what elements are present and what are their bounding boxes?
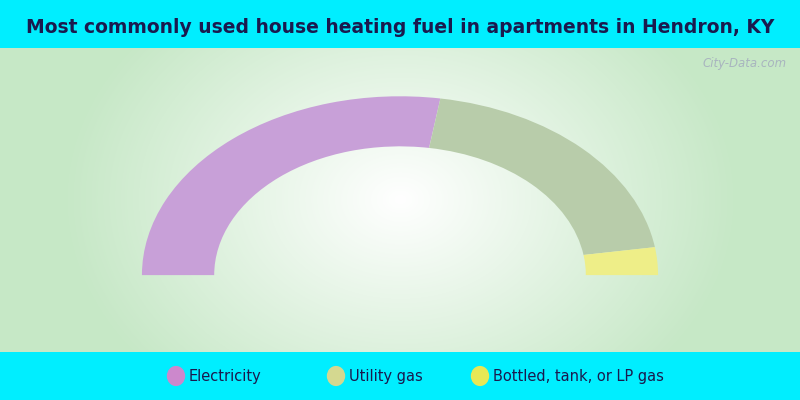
Text: City-Data.com: City-Data.com <box>703 57 787 70</box>
Wedge shape <box>583 247 658 275</box>
Ellipse shape <box>470 366 490 386</box>
Text: Electricity: Electricity <box>189 368 262 384</box>
Ellipse shape <box>167 366 185 386</box>
Text: Bottled, tank, or LP gas: Bottled, tank, or LP gas <box>493 368 664 384</box>
Text: Utility gas: Utility gas <box>349 368 422 384</box>
Ellipse shape <box>327 366 346 386</box>
Text: Most commonly used house heating fuel in apartments in Hendron, KY: Most commonly used house heating fuel in… <box>26 18 774 37</box>
Wedge shape <box>429 98 655 255</box>
Wedge shape <box>142 96 440 275</box>
